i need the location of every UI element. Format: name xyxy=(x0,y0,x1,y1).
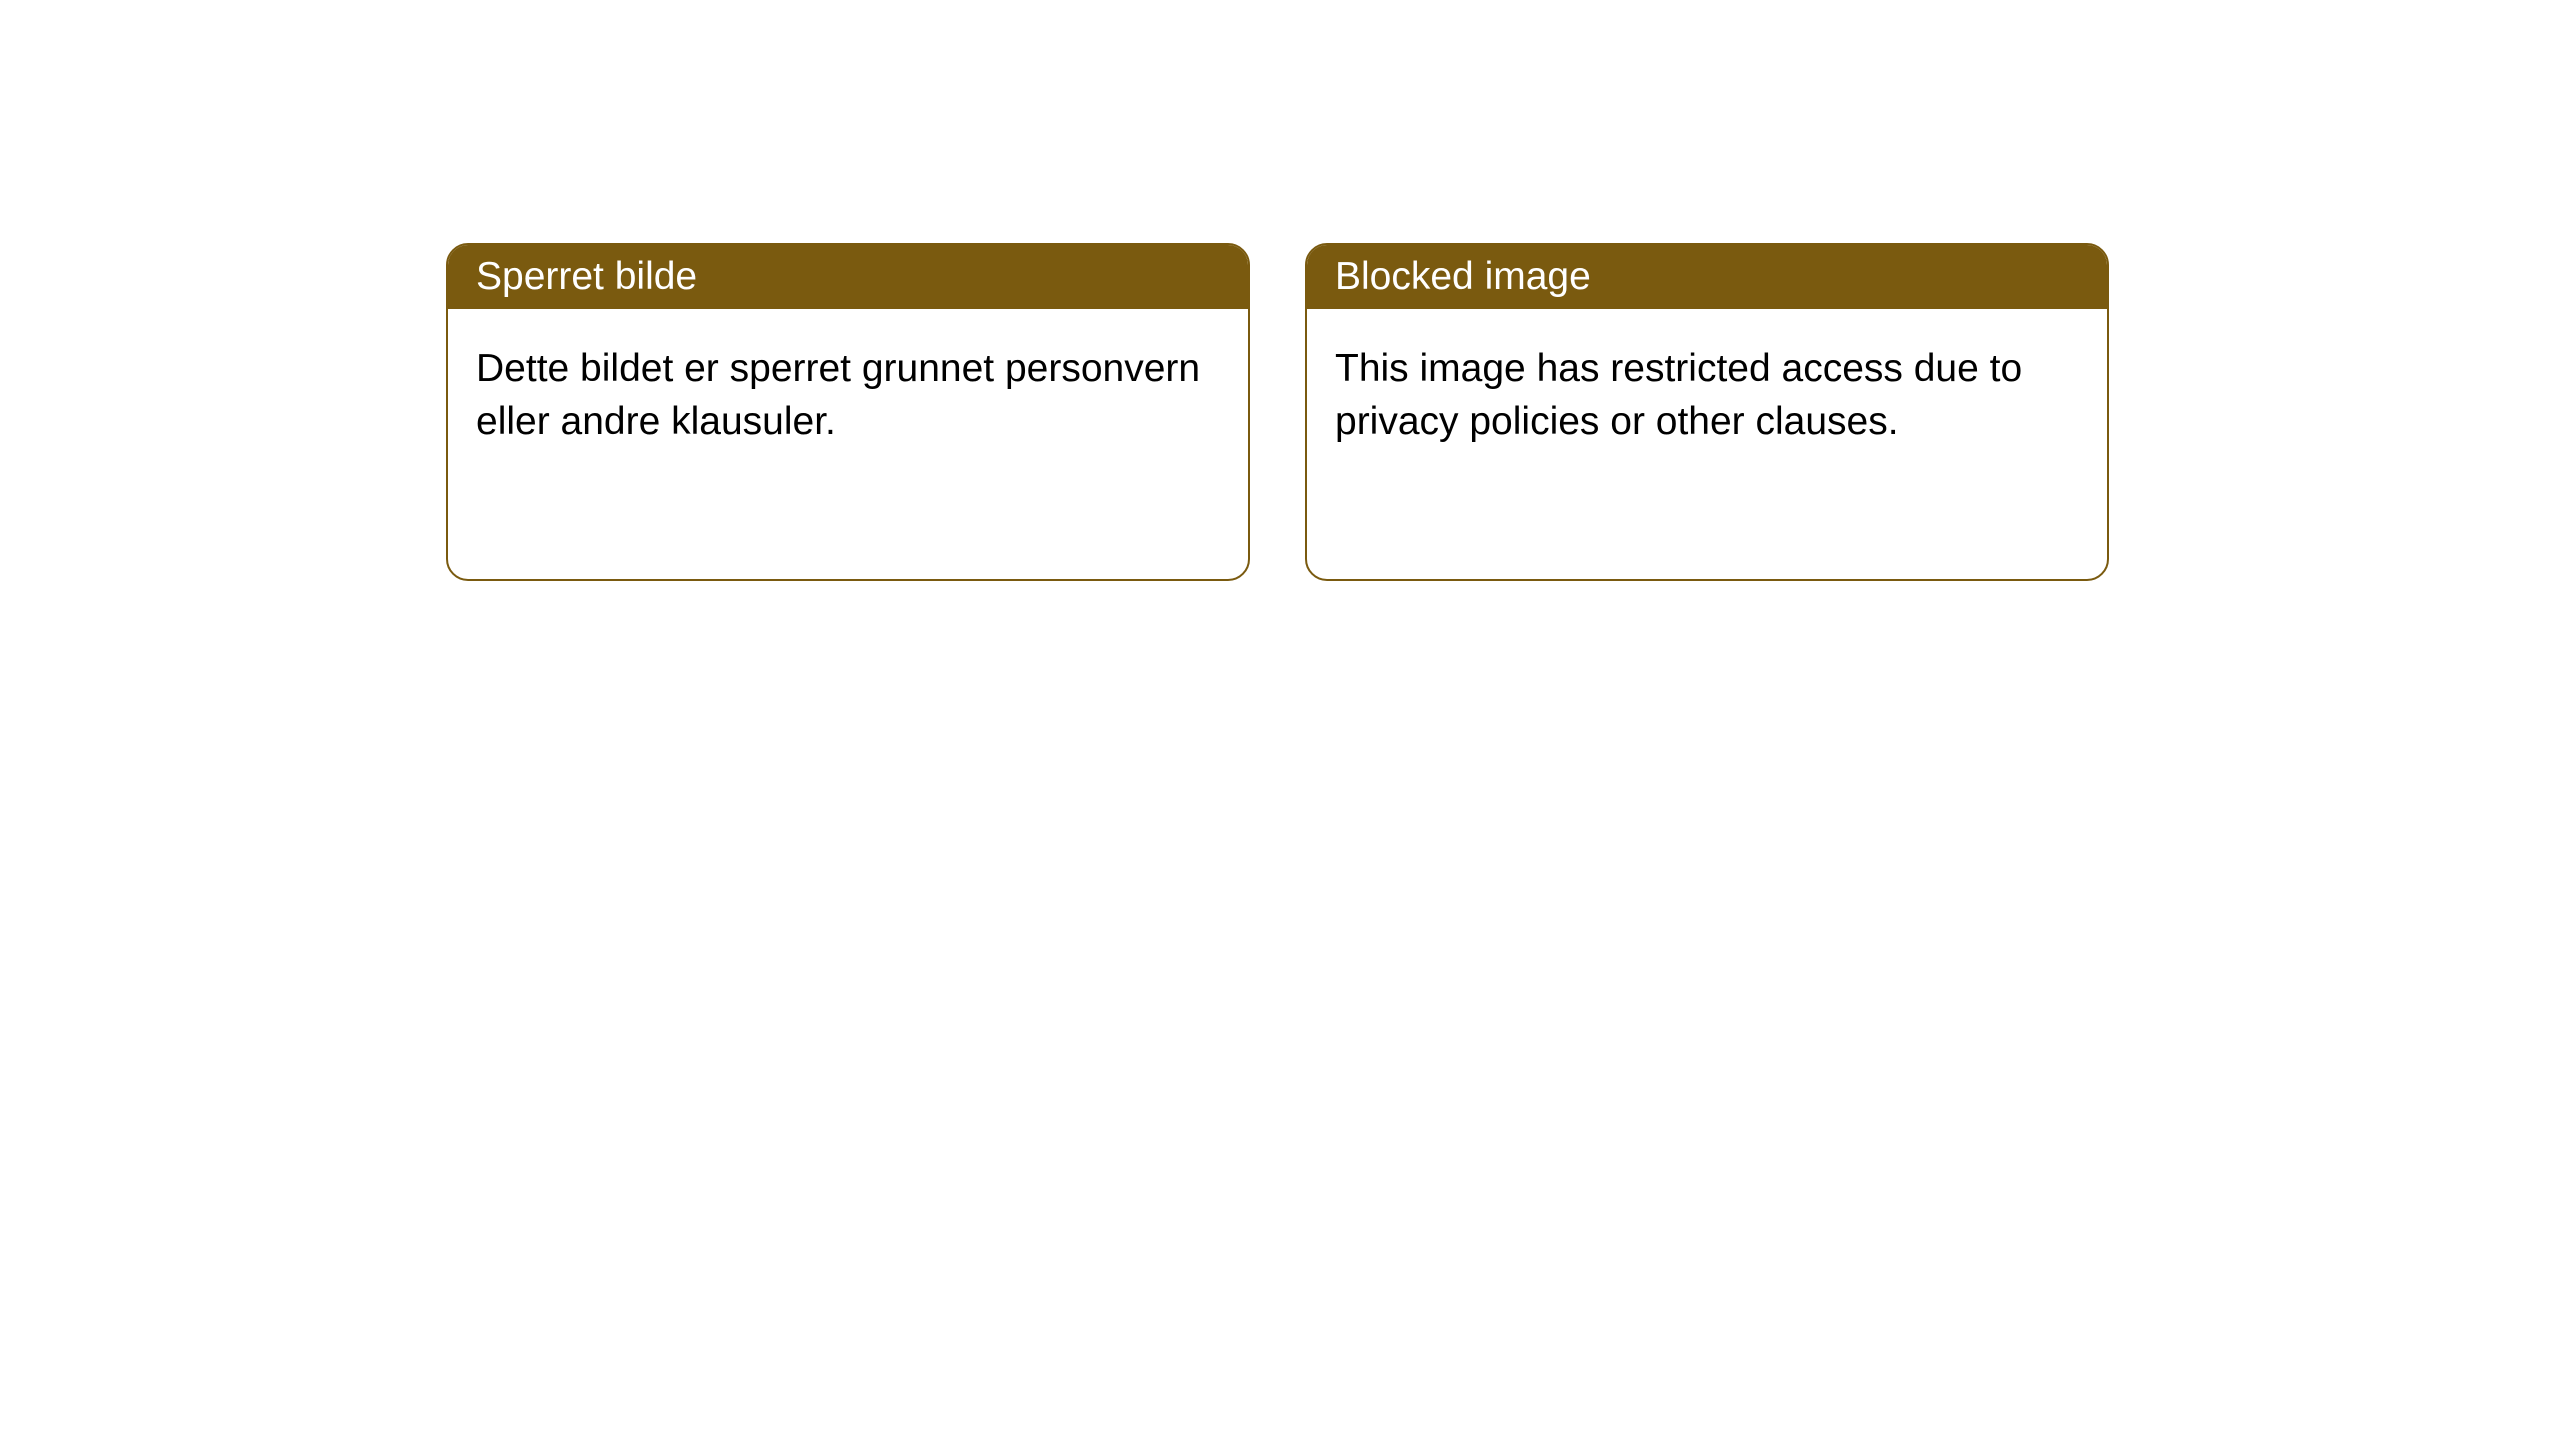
notice-header-en: Blocked image xyxy=(1307,245,2107,309)
notice-title-en: Blocked image xyxy=(1335,255,1591,298)
notice-container: Sperret bilde Dette bildet er sperret gr… xyxy=(0,0,2560,581)
notice-body-no: Dette bildet er sperret grunnet personve… xyxy=(448,309,1248,482)
notice-card-en: Blocked image This image has restricted … xyxy=(1305,243,2109,581)
notice-text-en: This image has restricted access due to … xyxy=(1335,347,2022,443)
notice-header-no: Sperret bilde xyxy=(448,245,1248,309)
notice-title-no: Sperret bilde xyxy=(476,255,697,298)
notice-text-no: Dette bildet er sperret grunnet personve… xyxy=(476,347,1200,443)
notice-body-en: This image has restricted access due to … xyxy=(1307,309,2107,482)
notice-card-no: Sperret bilde Dette bildet er sperret gr… xyxy=(446,243,1250,581)
